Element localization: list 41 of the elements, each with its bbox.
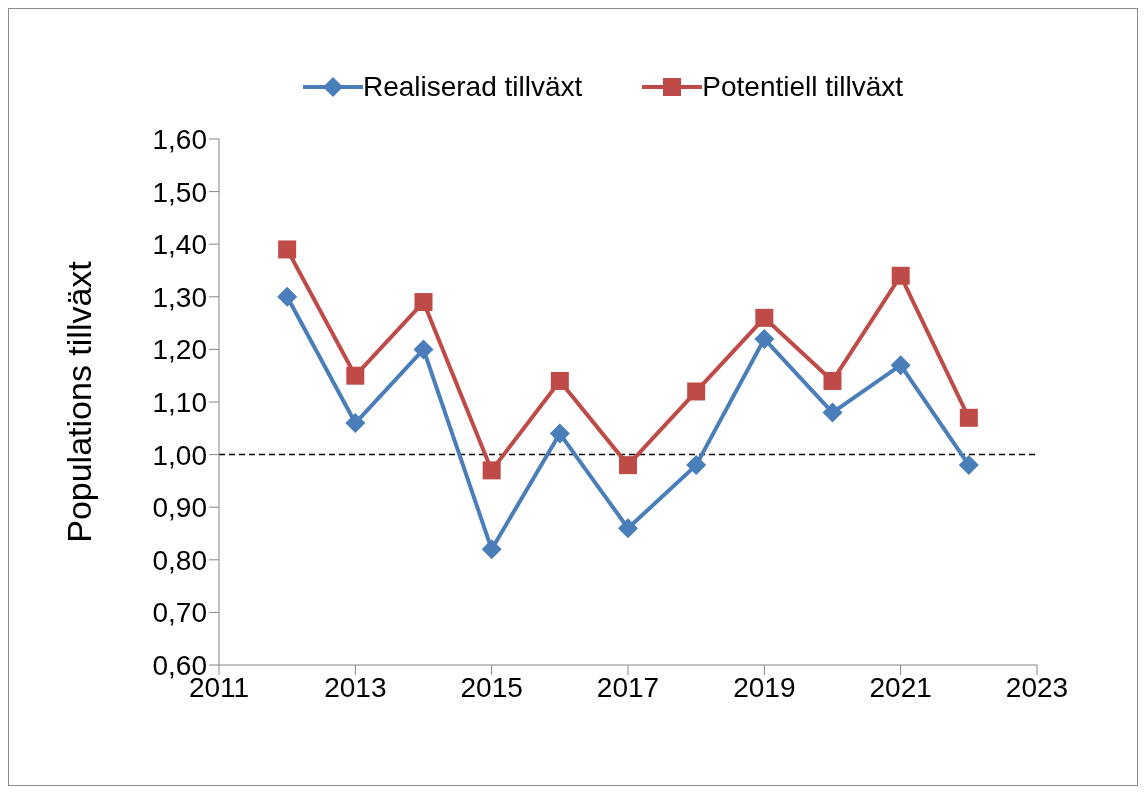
point <box>754 328 775 349</box>
y-tick-label: 1,20 <box>152 334 207 366</box>
point <box>345 413 366 434</box>
y-tick-label: 1,10 <box>152 386 207 418</box>
point <box>413 339 434 360</box>
y-tick-label: 1,40 <box>152 229 207 261</box>
point <box>482 461 501 480</box>
point <box>823 371 842 390</box>
y-tick-label: 0,70 <box>152 597 207 629</box>
point <box>618 518 638 539</box>
x-tick-label: 2019 <box>733 671 796 703</box>
y-tick-label: 0,80 <box>152 544 207 576</box>
y-tick-label: 0,90 <box>152 492 207 524</box>
point <box>687 382 706 401</box>
point <box>958 455 979 476</box>
x-tick-label: 2013 <box>324 671 387 703</box>
point <box>890 355 911 376</box>
x-tick-label: 2017 <box>596 671 660 703</box>
point <box>278 240 297 259</box>
point <box>481 539 502 560</box>
point <box>891 266 910 285</box>
x-tick-label: 2015 <box>460 671 523 703</box>
point <box>277 286 298 307</box>
y-axis-title: Populations tillväxt <box>60 260 99 543</box>
point <box>822 402 843 423</box>
legend-label: Potentiell tillväxt <box>702 71 904 103</box>
y-tick-label: 1,50 <box>152 176 207 208</box>
point <box>414 293 433 312</box>
point <box>686 455 707 476</box>
x-tick-label: 2021 <box>869 671 932 703</box>
y-tick-label: 1,30 <box>152 281 207 313</box>
legend-label: Realiserad tillväxt <box>362 71 583 103</box>
point <box>550 371 569 390</box>
x-tick-label: 2023 <box>1005 671 1069 703</box>
point <box>346 366 365 385</box>
y-tick-label: 1,00 <box>152 439 207 471</box>
point <box>959 408 978 427</box>
point <box>755 308 774 327</box>
point <box>549 423 570 444</box>
y-tick-label: 1,60 <box>152 123 207 155</box>
point <box>619 456 637 475</box>
